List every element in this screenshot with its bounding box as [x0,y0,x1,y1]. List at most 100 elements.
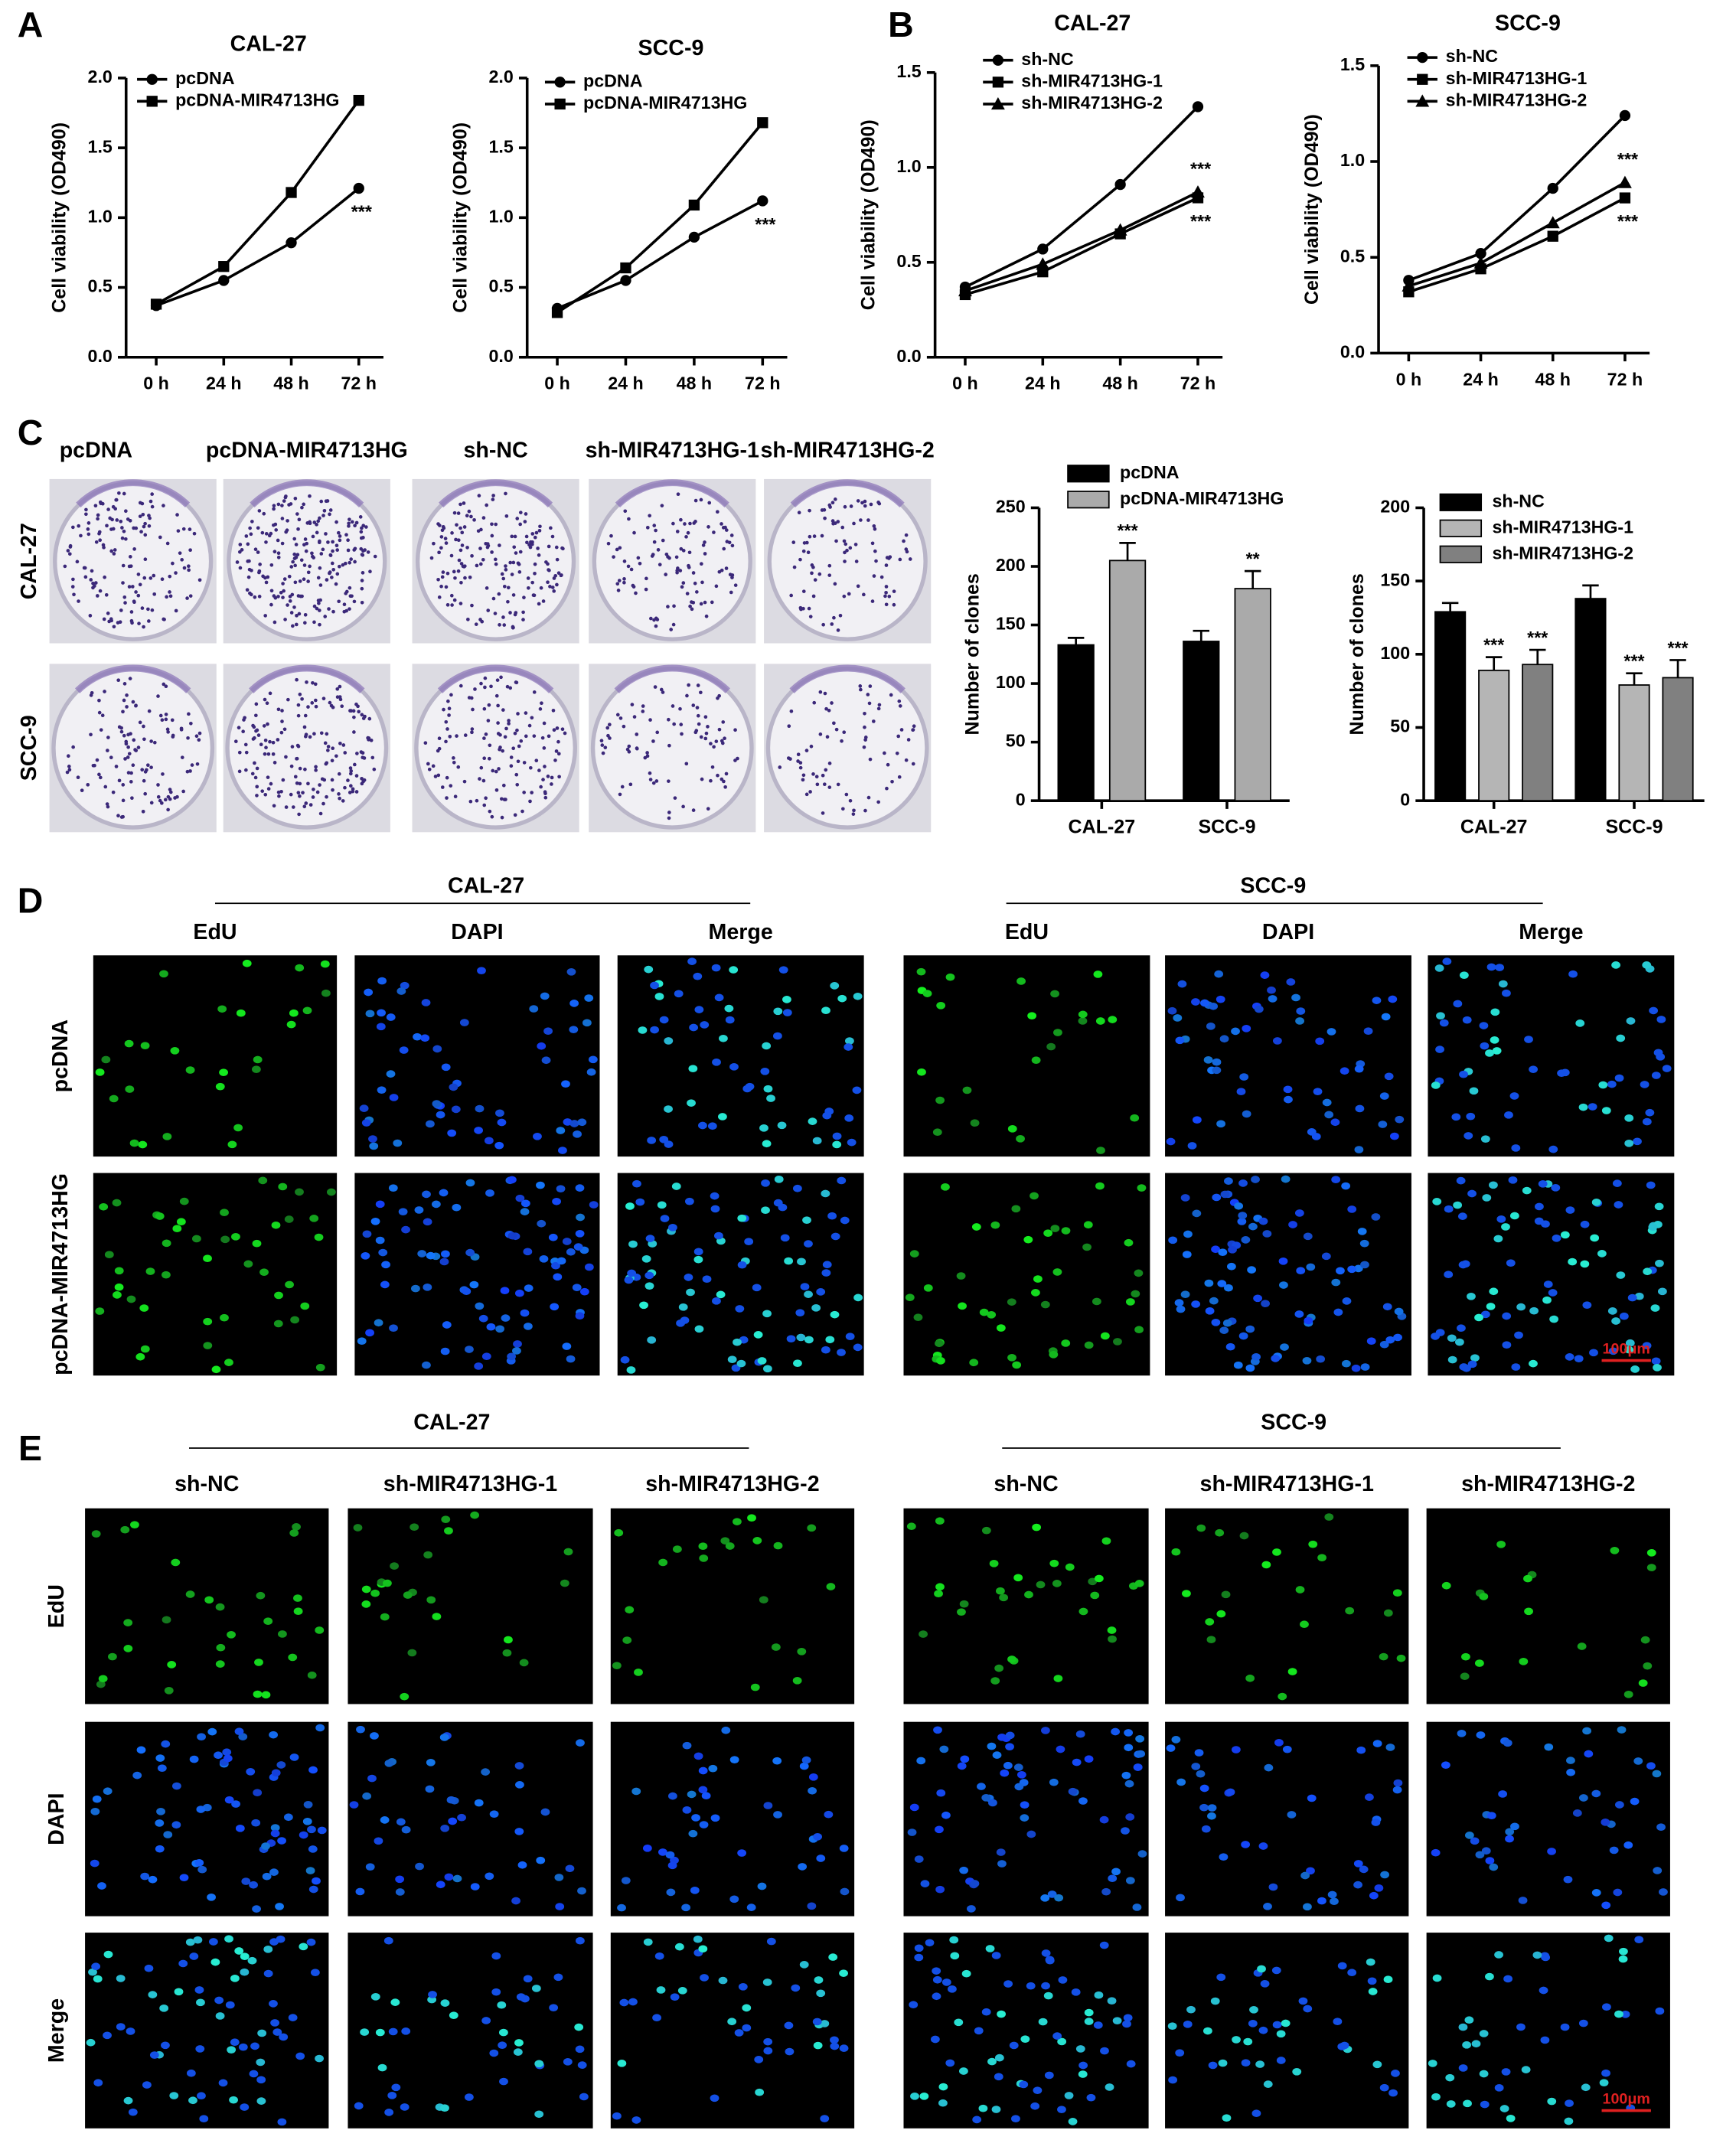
nucleus [941,1183,950,1191]
micrograph [1165,1508,1409,1704]
nucleus [569,1120,579,1127]
colony [315,530,319,535]
nucleus [299,1831,308,1839]
nucleus [481,1768,491,1776]
nucleus [762,1042,772,1050]
nucleus [374,1319,383,1327]
colony [539,785,543,789]
colony [349,768,354,773]
colony [76,775,80,780]
nucleus [1033,2086,1043,2095]
nucleus [1125,1877,1135,1884]
nucleus [1532,1951,1542,1959]
colony [452,756,455,760]
colony [627,744,631,749]
nucleus [540,992,550,1000]
colony [852,521,856,526]
colony [459,580,463,585]
colony [622,577,626,581]
colony [431,764,436,768]
nucleus [1327,1890,1337,1899]
colony [449,593,454,598]
colony [687,563,690,568]
colony [504,514,509,518]
nucleus [1071,1988,1081,1996]
nucleus [643,1938,653,1946]
colony [317,601,321,605]
nucleus [1215,1528,1225,1537]
nucleus [1135,1735,1145,1743]
nucleus [1612,1179,1622,1187]
colony [97,530,102,534]
plate-stain [439,479,553,508]
colony-plate [589,478,756,644]
nucleus [1219,1326,1229,1334]
colony [445,571,450,576]
nucleus [448,1817,458,1825]
plate-stain [250,479,364,508]
colony-plate [764,478,932,644]
nucleus [250,2042,259,2050]
colony [280,504,284,507]
nucleus [1196,1770,1206,1778]
colony [247,559,251,563]
colony [544,560,548,564]
colony [542,721,547,726]
colony [318,539,321,543]
colony [292,537,297,541]
colony [289,792,293,797]
colony [282,727,287,732]
nucleus [315,1724,325,1732]
nucleus [719,1034,728,1042]
error-bar [1119,542,1136,561]
colony [311,795,315,799]
colony [911,762,915,766]
colony [700,580,704,585]
nucleus [935,1517,945,1525]
micrograph-background [93,1173,338,1376]
nucleus [712,1297,721,1305]
nucleus [1347,1205,1357,1213]
nucleus [425,1785,435,1793]
colony [866,795,871,800]
nucleus [1280,1343,1289,1351]
colony [367,716,372,721]
colony [353,546,357,551]
error-bar [1529,648,1546,665]
colony [873,527,877,531]
colony [298,692,302,696]
colony [122,682,127,686]
colony [514,611,518,615]
colony [493,612,498,615]
nucleus [1467,1292,1476,1300]
nucleus [1243,2037,1253,2046]
colony [256,550,260,554]
colony [856,499,860,503]
nucleus [782,1009,792,1016]
nucleus [1038,2018,1048,2026]
colony [440,785,445,789]
nucleus [1108,1635,1117,1643]
nucleus [1027,1012,1037,1020]
colony [148,576,153,580]
error-bar [1244,569,1261,589]
nucleus [465,1179,475,1187]
colony [129,780,133,784]
legend-label: sh-MIR4713HG-1 [1492,517,1633,537]
colony [480,619,485,624]
nucleus [1019,2080,1029,2089]
nucleus [1568,970,1578,978]
nucleus [1026,1982,1036,1990]
nucleus [360,2028,370,2036]
nucleus [1608,1347,1618,1355]
colony [276,538,280,543]
micrograph [617,955,864,1157]
colony [161,772,165,776]
panel-letter: D [18,881,44,921]
nucleus [1481,1847,1491,1855]
colony [113,548,117,552]
nucleus [520,1309,530,1317]
nucleus [811,1303,821,1312]
colony [534,758,539,763]
colony [862,745,866,749]
